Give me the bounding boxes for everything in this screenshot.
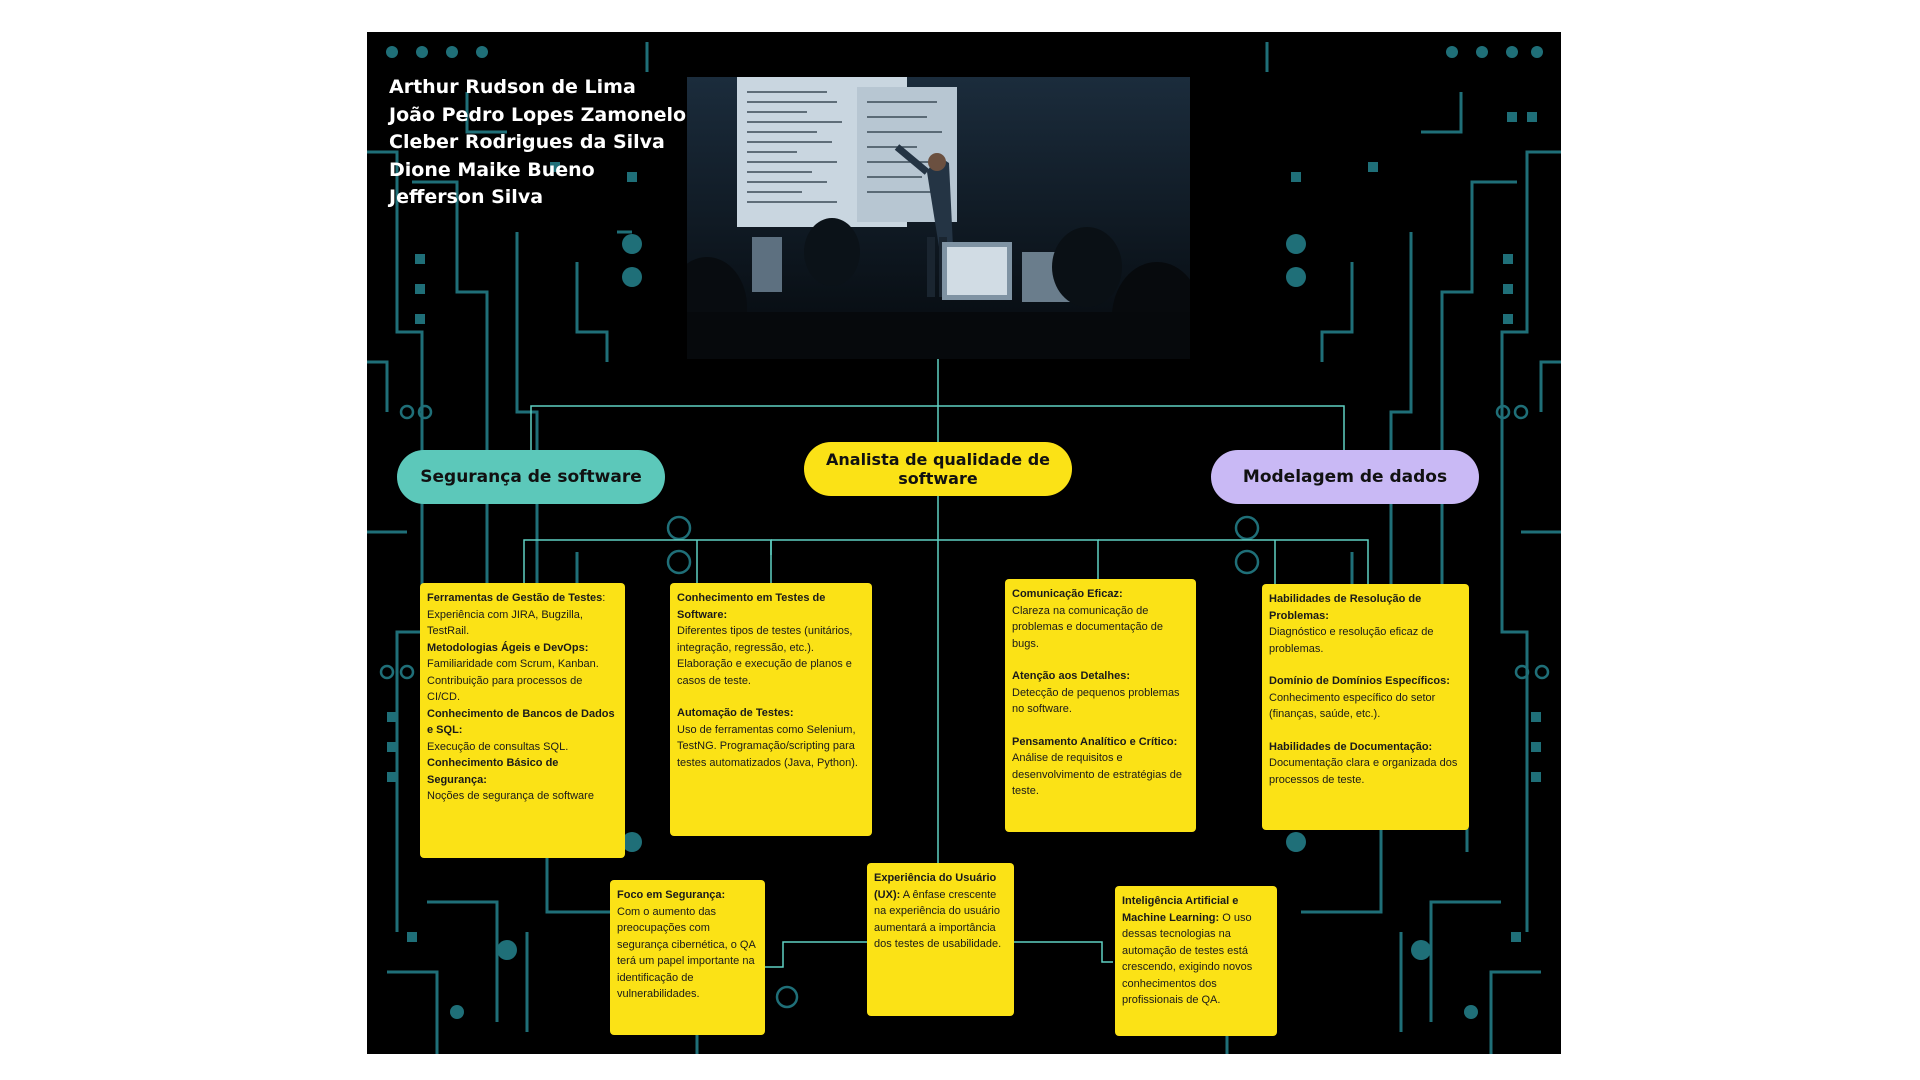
card-text: Execução de consultas SQL. (427, 740, 569, 753)
classroom-presentation-photo (687, 77, 1190, 359)
card-tools: Ferramentas de Gestão de Testes: Experiê… (420, 583, 625, 858)
author-name: Arthur Rudson de Lima (389, 76, 636, 98)
author-name: Jefferson Silva (389, 186, 544, 208)
card-user-experience: Experiência do Usuário (UX): A ênfase cr… (867, 863, 1014, 1016)
card-text: Experiência com JIRA, Bugzilla, TestRail… (427, 608, 583, 638)
card-heading: Automação de Testes: (677, 707, 794, 719)
card-heading: Conhecimento de Bancos de Dados e SQL: (427, 707, 615, 737)
card-heading: Inteligência Artificial e Machine Learni… (1122, 895, 1239, 924)
author-name: Cleber Rodrigues da Silva (389, 131, 665, 153)
card-heading: Conhecimento em Testes de Software: (677, 592, 826, 621)
card-text: Diagnóstico e resolução eficaz de proble… (1269, 626, 1434, 655)
mind-map-board: Arthur Rudson de Lima João Pedro Lopes Z… (367, 32, 1561, 1054)
card-heading: Foco em Segurança: (617, 889, 726, 901)
card-heading: Ferramentas de Gestão de Testes (427, 592, 603, 604)
card-testing: Conhecimento em Testes de Software: Dife… (670, 583, 872, 836)
card-text: Uso de ferramentas como Selenium, TestNG… (677, 723, 858, 769)
author-list: Arthur Rudson de Lima João Pedro Lopes Z… (389, 74, 686, 212)
card-heading: Conhecimento Básico de Segurança: (427, 757, 559, 786)
circuit-pads (386, 46, 1543, 1019)
card-heading: Comunicação Eficaz: (1012, 588, 1123, 600)
card-security-focus: Foco em Segurança: Com o aumento das pre… (610, 880, 765, 1035)
card-text: Noções de segurança de software (427, 790, 594, 802)
card-text: Análise de requisitos e desenvolvimento … (1012, 752, 1182, 797)
card-heading: Habilidades de Documentação: (1269, 740, 1433, 753)
card-text: Com o aumento das preocupações com segur… (617, 905, 756, 1001)
card-text: Familiaridade com Scrum, Kanban. Contrib… (427, 658, 599, 703)
card-problem-solving: Habilidades de Resolução de Problemas: D… (1262, 584, 1469, 830)
author-name: João Pedro Lopes Zamonelo (389, 103, 687, 126)
central-topic: Analista de qualidade de software (804, 442, 1072, 496)
card-heading: Metodologias Ágeis e DevOps: (427, 641, 589, 654)
photo-illustration (687, 77, 1190, 359)
author-name: Dione Maike Bueno (389, 158, 595, 181)
card-text: Clareza na comunicação de problemas e do… (1012, 604, 1164, 650)
circuit-rings (379, 404, 1550, 1009)
branch-data-modeling: Modelagem de dados (1211, 450, 1479, 504)
card-text: O uso dessas tecnologias na automação de… (1122, 911, 1253, 1007)
card-ai-ml: Inteligência Artificial e Machine Learni… (1115, 886, 1277, 1036)
card-text: Diferentes tipos de testes (unitários, i… (677, 625, 853, 687)
card-heading: Habilidades de Resolução de Problemas: (1269, 593, 1422, 622)
card-heading: Pensamento Analítico e Crítico: (1012, 735, 1178, 748)
card-text: A ênfase crescente na experiência do usu… (874, 888, 1002, 951)
branch-label: Segurança de software (420, 467, 642, 487)
central-label: Analista de qualidade de software (826, 450, 1050, 488)
card-heading: Experiência do Usuário (UX): (874, 872, 997, 901)
card-text: Detecção de pequenos problemas no softwa… (1012, 686, 1180, 716)
branch-label: Modelagem de dados (1242, 467, 1448, 487)
card-text: Documentação clara e organizada dos proc… (1269, 757, 1458, 786)
card-text: Conhecimento específico do setor (finanç… (1269, 691, 1436, 721)
branch-software-security: Segurança de software (397, 450, 665, 504)
card-heading: Domínio de Domínios Específicos: (1269, 675, 1450, 687)
card-heading: Atenção aos Detalhes: (1012, 670, 1130, 682)
card-communication: Comunicação Eficaz: Clareza na comunicaç… (1005, 579, 1196, 832)
